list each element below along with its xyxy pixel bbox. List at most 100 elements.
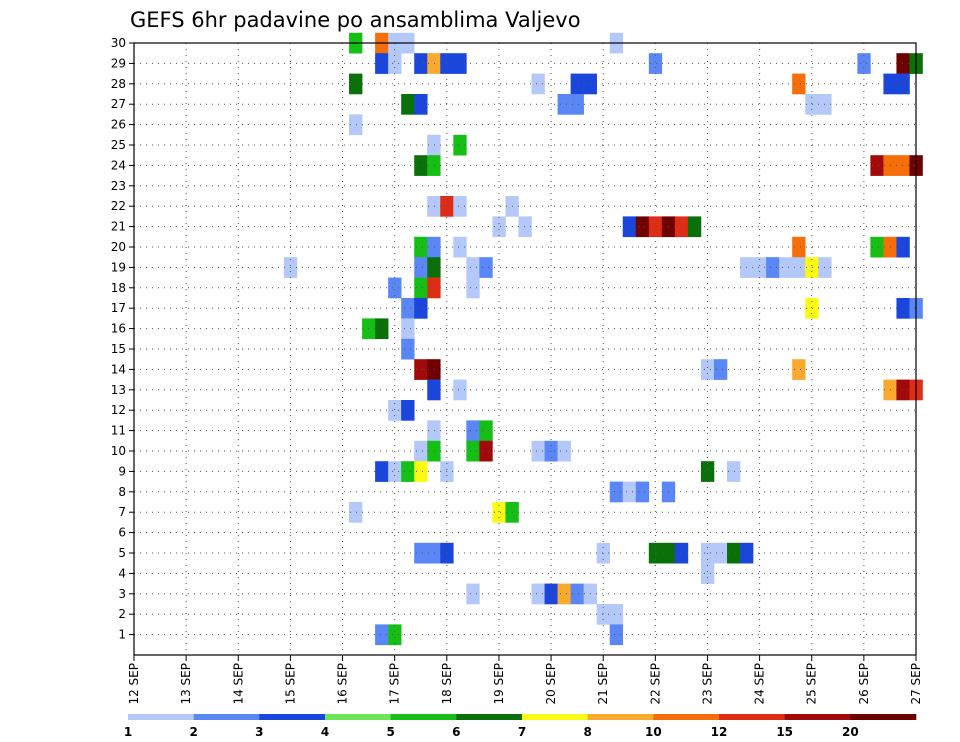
precip-cell (805, 94, 819, 115)
legend-swatch (193, 714, 260, 720)
legend-swatch (784, 714, 851, 720)
precip-cell (427, 420, 441, 442)
precip-cell (557, 583, 571, 605)
y-tick-label: 6 (118, 526, 126, 540)
legend-label: 4 (321, 725, 329, 739)
precip-cell (479, 420, 493, 442)
y-tick-label: 14 (111, 362, 126, 376)
y-tick-label: 15 (111, 342, 126, 356)
x-tick-label: 23 SEP (700, 663, 714, 705)
precip-cell (713, 542, 728, 564)
precip-cell (427, 134, 441, 156)
x-tick-label: 15 SEP (283, 663, 297, 705)
precip-cell (466, 257, 480, 278)
precip-cell (700, 461, 715, 482)
precip-cell (427, 542, 441, 564)
x-axis: 12 SEP 13 SEP 14 SEP 15 SEP 16 SEP 17 SEP 18 S… (127, 655, 923, 705)
precip-cell (427, 379, 441, 401)
precip-cell (453, 134, 467, 156)
precip-cell (896, 379, 910, 401)
y-tick-label: 21 (111, 220, 126, 234)
precip-cell (896, 53, 910, 74)
precip-cell (427, 155, 441, 176)
legend-swatch (522, 714, 588, 720)
precip-cell (635, 216, 650, 238)
legend-label: 20 (842, 725, 859, 739)
y-tick-label: 19 (111, 260, 126, 274)
x-tick-label: 17 SEP (388, 663, 402, 705)
legend-label: 6 (452, 725, 460, 739)
precip-cell (727, 461, 741, 482)
precip-cell (414, 277, 428, 299)
x-tick-label: 13 SEP (179, 663, 193, 705)
y-tick-label: 27 (111, 97, 126, 111)
precip-cell (427, 359, 441, 380)
grid-lines (134, 43, 916, 655)
precip-cell (622, 216, 637, 238)
precip-cell (414, 359, 428, 380)
precip-cell (427, 236, 441, 258)
precip-cell (674, 216, 689, 238)
precip-cell (414, 461, 428, 482)
y-tick-label: 3 (118, 587, 126, 601)
precip-cell (414, 53, 428, 74)
legend-label: 2 (189, 725, 197, 739)
x-tick-label: 25 SEP (805, 663, 819, 705)
x-tick-label: 22 SEP (648, 663, 662, 705)
precip-cell (453, 236, 467, 258)
precip-cell (414, 236, 428, 258)
precip-cell (401, 461, 415, 482)
y-tick-label: 2 (118, 607, 126, 621)
y-tick-label: 20 (111, 240, 126, 254)
x-tick-label: 18 SEP (440, 663, 454, 705)
legend-label: 12 (711, 725, 728, 739)
precip-cell (557, 94, 571, 115)
legend-swatch (325, 714, 391, 720)
precip-cell (349, 502, 363, 523)
y-axis: 1234567891011121314151617181920212223242… (111, 36, 134, 642)
legend-label: 10 (645, 725, 662, 739)
precip-cell (414, 298, 428, 319)
legend-swatch (587, 714, 654, 720)
y-tick-label: 22 (111, 199, 126, 213)
precip-cell (479, 440, 493, 462)
precip-cell (531, 583, 545, 605)
precip-cell (700, 563, 715, 584)
chart-title: GEFS 6hr padavine po ansamblima Valjevo (130, 8, 581, 32)
precip-cell (388, 277, 402, 299)
x-tick-label: 26 SEP (857, 663, 871, 705)
precip-cell (805, 257, 819, 278)
legend-swatch (719, 714, 785, 720)
precip-cell (596, 604, 611, 625)
precip-cell (792, 257, 806, 278)
precip-cell (349, 73, 363, 95)
precip-cell (427, 53, 441, 74)
precip-cell (857, 53, 871, 74)
legend-label: 3 (255, 725, 263, 739)
legend-label: 7 (518, 725, 526, 739)
precip-cell (427, 257, 441, 278)
precip-cell (792, 359, 806, 380)
precip-cell (727, 542, 741, 564)
legend-label: 5 (386, 725, 394, 739)
precip-cell (466, 420, 480, 442)
legend-swatch (128, 714, 194, 720)
precip-cell (766, 257, 780, 278)
y-tick-label: 26 (111, 118, 126, 132)
precip-cell (414, 94, 428, 115)
precip-cell (805, 298, 819, 319)
y-tick-label: 8 (118, 485, 126, 499)
precip-cell (896, 73, 910, 95)
y-tick-label: 10 (111, 444, 126, 458)
precip-cell (609, 604, 624, 625)
precip-cell (700, 359, 715, 380)
precip-cell (349, 114, 363, 136)
precip-cell (896, 298, 910, 319)
precip-cell (753, 257, 767, 278)
precip-cell (870, 155, 884, 176)
precip-cell (622, 481, 637, 503)
precip-cell (427, 277, 441, 299)
precip-cell (674, 542, 689, 564)
precip-cell (453, 196, 467, 217)
x-tick-label: 20 SEP (544, 663, 558, 705)
